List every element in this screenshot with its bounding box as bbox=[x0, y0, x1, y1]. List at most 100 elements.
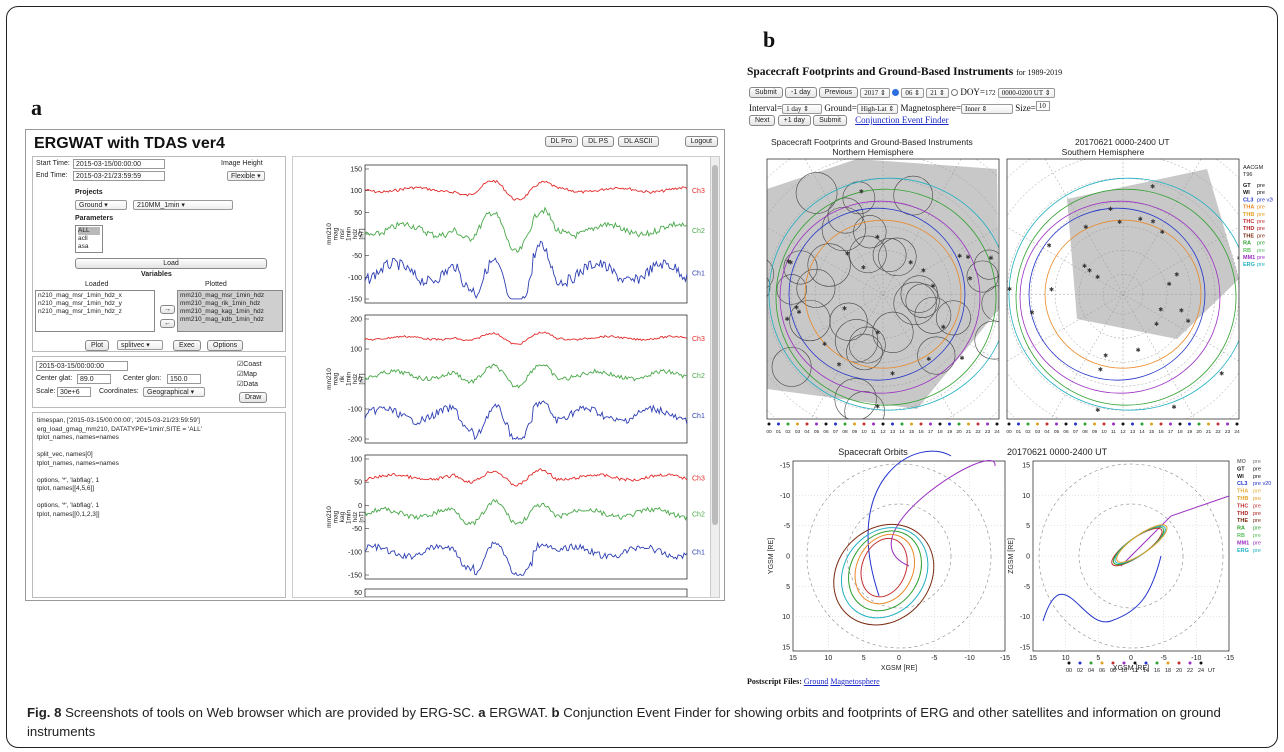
loaded-item[interactable]: n210_mag_msr_1min_hdz_y bbox=[38, 300, 122, 307]
footprints-figure: Spacecraft Footprints and Ground-Based I… bbox=[766, 137, 1273, 435]
plot-button[interactable]: Plot bbox=[85, 340, 110, 351]
parameter-item[interactable]: ALL bbox=[78, 227, 100, 235]
next-button[interactable]: Next bbox=[749, 115, 776, 127]
image-height-select[interactable]: Flexible ▾ bbox=[227, 171, 265, 181]
hour-tick-label: 00 bbox=[766, 429, 772, 435]
doy-radio[interactable] bbox=[951, 89, 959, 97]
time-range-select[interactable]: 0000-0200 UT ⇕ bbox=[997, 87, 1055, 98]
plotted-item[interactable]: mm210_mag_rik_1min_hdz bbox=[180, 300, 261, 307]
y-tick-label: -10 bbox=[1020, 614, 1030, 621]
parameters-list[interactable]: ALL acll asa bbox=[75, 225, 103, 253]
date-radio[interactable] bbox=[892, 89, 900, 97]
loaded-item[interactable]: n210_mag_msr_1min_hdz_x bbox=[38, 292, 122, 299]
orbit-legend-name: THD bbox=[1237, 511, 1248, 517]
hour-tick-label: 15 bbox=[1149, 429, 1155, 435]
command-console: timespan, ['2015-03-15/00:00:00', '2015-… bbox=[32, 412, 286, 598]
map-frame bbox=[1006, 158, 1240, 420]
station-fov-circle bbox=[796, 268, 836, 308]
dl-ps-button[interactable]: DL PS bbox=[582, 136, 615, 147]
submit-button[interactable]: Submit bbox=[749, 87, 783, 99]
dl-pro-button[interactable]: DL Pro bbox=[544, 136, 579, 147]
end-time-label: End Time: bbox=[36, 172, 68, 179]
scale-input[interactable]: 30e+6 bbox=[57, 387, 91, 397]
orbit-time-dot bbox=[1155, 661, 1159, 665]
station-fov-circle bbox=[893, 281, 937, 325]
y-axis-label-line: 1min bbox=[346, 372, 353, 386]
station-marker: ✱ bbox=[1172, 404, 1177, 411]
hour-tick-label: 17 bbox=[928, 429, 934, 435]
hour-dot bbox=[1036, 422, 1039, 426]
coordinates-select[interactable]: Geographical ▾ bbox=[143, 387, 205, 397]
minus-day-button[interactable]: -1 day bbox=[785, 87, 817, 99]
hour-tick-label: 10 bbox=[1101, 429, 1107, 435]
exec-button[interactable]: Exec bbox=[173, 340, 201, 351]
map-checkbox[interactable]: ☑Map bbox=[237, 371, 257, 378]
data-checkbox[interactable]: ☑Data bbox=[237, 381, 259, 388]
plotted-item[interactable]: mm210_mag_kag_1min_hdz bbox=[180, 308, 264, 315]
loaded-list[interactable]: n210_mag_msr_1min_hdz_x n210_mag_msr_1mi… bbox=[35, 290, 155, 332]
center-glat-input[interactable]: 89.0 bbox=[77, 374, 111, 384]
logout-button[interactable]: Logout bbox=[684, 136, 718, 147]
start-time-label: Start Time: bbox=[36, 160, 70, 167]
previous-button[interactable]: Previous bbox=[818, 87, 858, 99]
ground-select[interactable]: High-Lat ⇕ bbox=[856, 103, 899, 114]
magnetosphere-select[interactable]: Inner ⇕ bbox=[961, 103, 1013, 114]
longitude-line bbox=[1007, 226, 1239, 362]
conjunction-event-finder-link[interactable]: Conjunction Event Finder bbox=[855, 115, 949, 125]
hour-dot bbox=[1017, 422, 1020, 426]
plot-scrollbar[interactable] bbox=[710, 157, 719, 597]
panel-a-letter: a bbox=[31, 95, 42, 120]
project-select[interactable]: Ground ▾ bbox=[75, 200, 127, 210]
ergwat-left-column: Start Time: 2015-03-15/00:00:00 End Time… bbox=[32, 156, 286, 598]
parameter-item[interactable]: asa bbox=[78, 243, 89, 250]
legend-tag: pre bbox=[1257, 183, 1265, 189]
plotted-item[interactable]: mm210_mag_kdb_1min_hdz bbox=[180, 316, 264, 323]
orbit-legend-name: CL3 bbox=[1237, 481, 1247, 487]
orbit-axis-label: XGSM [RE] bbox=[1113, 665, 1149, 672]
y-tick-label: 0 bbox=[358, 377, 362, 384]
month-select[interactable]: 06 ⇕ bbox=[901, 87, 924, 98]
magnetosphere-ps-link[interactable]: Magnetosphere bbox=[830, 677, 880, 686]
channel-label: Ch3 bbox=[692, 336, 705, 343]
station-marker: ✱ bbox=[967, 275, 972, 282]
plot-mode-select[interactable]: splitvec ▾ bbox=[117, 340, 163, 350]
center-glon-input[interactable]: 150.0 bbox=[167, 374, 201, 384]
hour-dot bbox=[1235, 422, 1239, 426]
station-marker: ✱ bbox=[788, 260, 793, 267]
plus-day-button[interactable]: +1 day bbox=[777, 115, 811, 127]
year-select[interactable]: 2017 ⇕ bbox=[860, 87, 890, 98]
orbit-legend-name: RB bbox=[1237, 533, 1245, 539]
load-button[interactable]: Load bbox=[75, 258, 267, 269]
month-value: 06 bbox=[905, 88, 913, 97]
end-time-input[interactable]: 2015-03-21/23:59:59 bbox=[73, 171, 165, 181]
orbit-time-label: 16 bbox=[1154, 668, 1160, 674]
options-button[interactable]: Options bbox=[207, 340, 244, 351]
coast-checkbox[interactable]: ☑Coast bbox=[237, 361, 262, 368]
hour-dot bbox=[1216, 422, 1220, 426]
move-left-button[interactable]: ← bbox=[160, 319, 175, 328]
plotted-item[interactable]: mm210_mag_msr_1min_hdz bbox=[180, 292, 265, 299]
start-time-input[interactable]: 2015-03-15/00:00:00 bbox=[73, 159, 165, 169]
hour-tick-label: 09 bbox=[1092, 429, 1098, 435]
y-tick-label: 5 bbox=[1026, 523, 1030, 530]
map-time-input[interactable]: 2015-03-15/00:00:00 bbox=[36, 361, 128, 371]
plotted-list[interactable]: mm210_mag_msr_1min_hdz mm210_mag_rik_1mi… bbox=[177, 290, 283, 332]
dl-ascii-button[interactable]: DL ASCII bbox=[618, 136, 659, 147]
y-tick-label: -10 bbox=[780, 493, 790, 500]
loaded-item[interactable]: n210_mag_msr_1min_hdz_z bbox=[38, 308, 122, 315]
tplot-panel-frame bbox=[364, 588, 688, 597]
station-marker: ✱ bbox=[1095, 407, 1100, 414]
day-select[interactable]: 21 ⇕ bbox=[926, 87, 949, 98]
channel-label: Ch1 bbox=[692, 271, 705, 278]
plot-scroll-thumb[interactable] bbox=[712, 165, 718, 525]
postscript-files: Postscript Files: Ground Magnetosphere bbox=[747, 677, 880, 686]
size-input[interactable]: 10 bbox=[1035, 101, 1050, 111]
parameter-item[interactable]: acll bbox=[78, 235, 88, 242]
move-right-button[interactable]: → bbox=[160, 305, 175, 314]
submit-button-2[interactable]: Submit bbox=[813, 115, 847, 127]
draw-button[interactable]: Draw bbox=[239, 392, 268, 403]
interval-select[interactable]: 1 day ⇕ bbox=[782, 103, 823, 114]
legend-name: CL3 bbox=[1243, 197, 1253, 203]
ground-ps-link[interactable]: Ground bbox=[803, 677, 829, 686]
dataset-select[interactable]: 210MM_1min ▾ bbox=[133, 200, 233, 210]
